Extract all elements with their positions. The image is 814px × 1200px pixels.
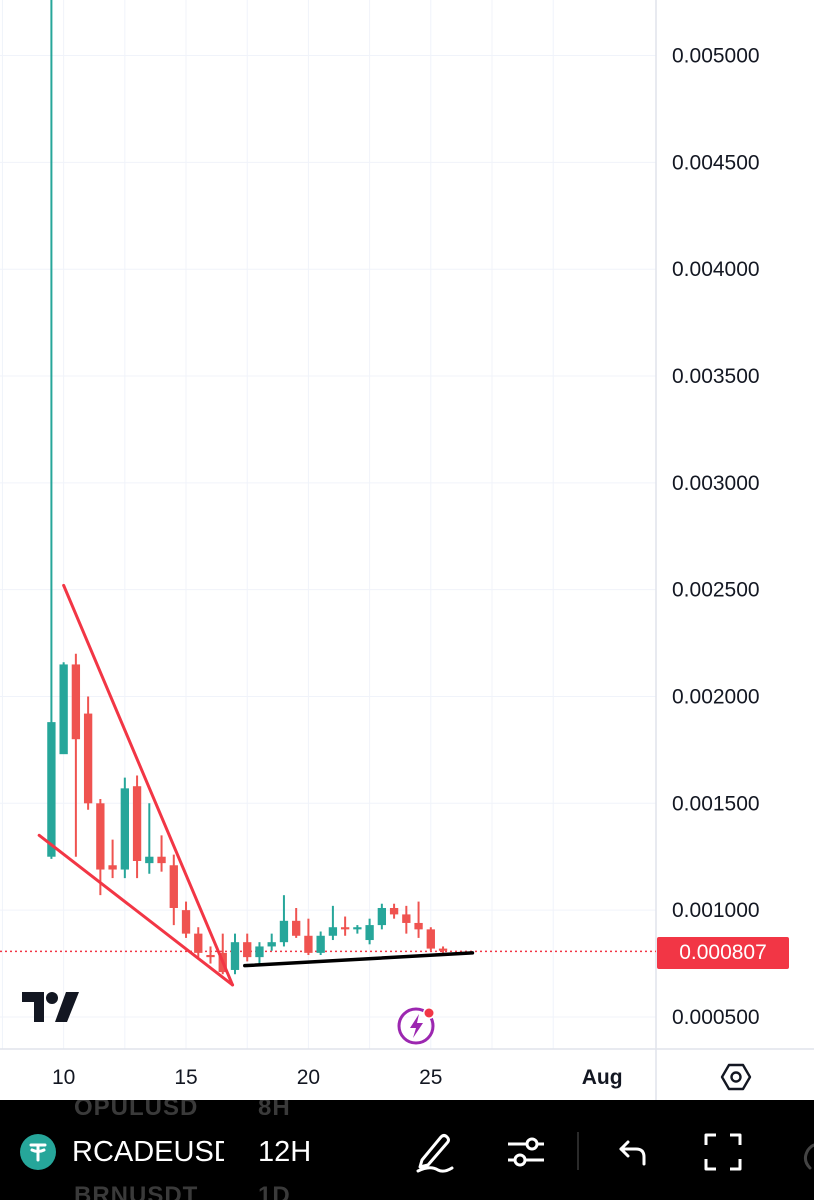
indicators-icon[interactable]	[506, 1133, 546, 1171]
x-tick-label: 15	[174, 1066, 197, 1089]
symbol-coin-icon[interactable]	[20, 1134, 56, 1170]
y-tick-label: 0.000500	[672, 1006, 760, 1029]
y-tick-label: 0.004500	[672, 151, 760, 174]
candle-up	[328, 927, 338, 936]
chart-area[interactable]: 0.005000 0.004500 0.004000 0.003500 0.003000…	[0, 0, 814, 1100]
candle-up	[377, 907, 387, 926]
candle-up	[230, 942, 240, 970]
candle-down	[83, 713, 93, 804]
candle-down	[206, 954, 215, 958]
candle-up	[365, 925, 374, 941]
more-tools-icon[interactable]	[798, 1140, 814, 1170]
candle-down	[389, 907, 399, 915]
settings-icon[interactable]	[720, 1061, 752, 1093]
current-price-label: 0.000807	[657, 937, 789, 969]
candle-down	[96, 803, 105, 870]
candle-up	[267, 942, 276, 947]
x-tick-label: Aug	[582, 1066, 623, 1089]
y-tick-label: 0.001000	[672, 899, 760, 922]
support-line[interactable]	[243, 951, 475, 968]
symbol-search-button[interactable]: RCADEUSDT	[72, 1136, 224, 1168]
candle-down	[132, 786, 142, 861]
candle-down	[157, 856, 166, 864]
interval-button[interactable]: 12H	[258, 1136, 312, 1168]
bolt-icon[interactable]	[396, 1005, 438, 1047]
candle-down	[181, 910, 191, 934]
fullscreen-icon[interactable]	[703, 1132, 743, 1172]
candle-up	[59, 664, 68, 755]
candle-up	[279, 920, 289, 943]
candle-down	[402, 914, 411, 923]
y-tick-label: 0.003000	[672, 472, 760, 495]
candle-up	[353, 927, 362, 930]
y-tick-label: 0.001500	[672, 792, 760, 815]
candle-down	[108, 865, 117, 870]
candle-down	[169, 865, 178, 908]
candle-down	[243, 942, 252, 958]
toolbar-separator	[577, 1132, 579, 1170]
undo-icon[interactable]	[618, 1138, 648, 1166]
price-chart[interactable]: 0.005000 0.004500 0.004000 0.003500 0.003000…	[0, 0, 814, 1100]
candle-down	[71, 664, 81, 740]
candle-down	[438, 948, 448, 951]
x-tick-label: 10	[52, 1066, 75, 1089]
y-tick-label: 0.004000	[672, 258, 760, 281]
y-tick-label: 0.005000	[672, 45, 760, 68]
candle-down	[292, 920, 301, 936]
ghost-interval-bottom: 1D	[258, 1182, 291, 1200]
candle-up	[120, 788, 129, 870]
candle-down	[304, 935, 313, 953]
ghost-interval-top: 8H	[258, 1100, 291, 1121]
tradingview-logo	[22, 992, 79, 1022]
y-tick-label: 0.002500	[672, 579, 760, 602]
candle-down	[340, 927, 350, 930]
candle-up	[145, 856, 154, 864]
y-tick-label: 0.003500	[672, 365, 760, 388]
ghost-symbol-top: OPULUSD	[74, 1100, 199, 1121]
x-tick-label: 25	[419, 1066, 442, 1089]
candle-down	[426, 929, 435, 949]
pen-icon[interactable]	[414, 1130, 456, 1174]
bottom-toolbar: OPULUSD 8H BRNUSDT 1D	[0, 1100, 814, 1200]
candle-up	[316, 935, 325, 953]
wedge-lower-trendline[interactable]	[37, 833, 235, 987]
x-tick-label: 20	[297, 1066, 320, 1089]
y-tick-label: 0.002000	[672, 685, 760, 708]
ghost-symbol-bottom: BRNUSDT	[74, 1182, 199, 1200]
candle-down	[414, 922, 423, 930]
candle-up	[255, 946, 264, 958]
wedge-upper-trendline[interactable]	[62, 583, 235, 987]
candle-down	[194, 933, 203, 953]
candle-up	[47, 722, 56, 857]
